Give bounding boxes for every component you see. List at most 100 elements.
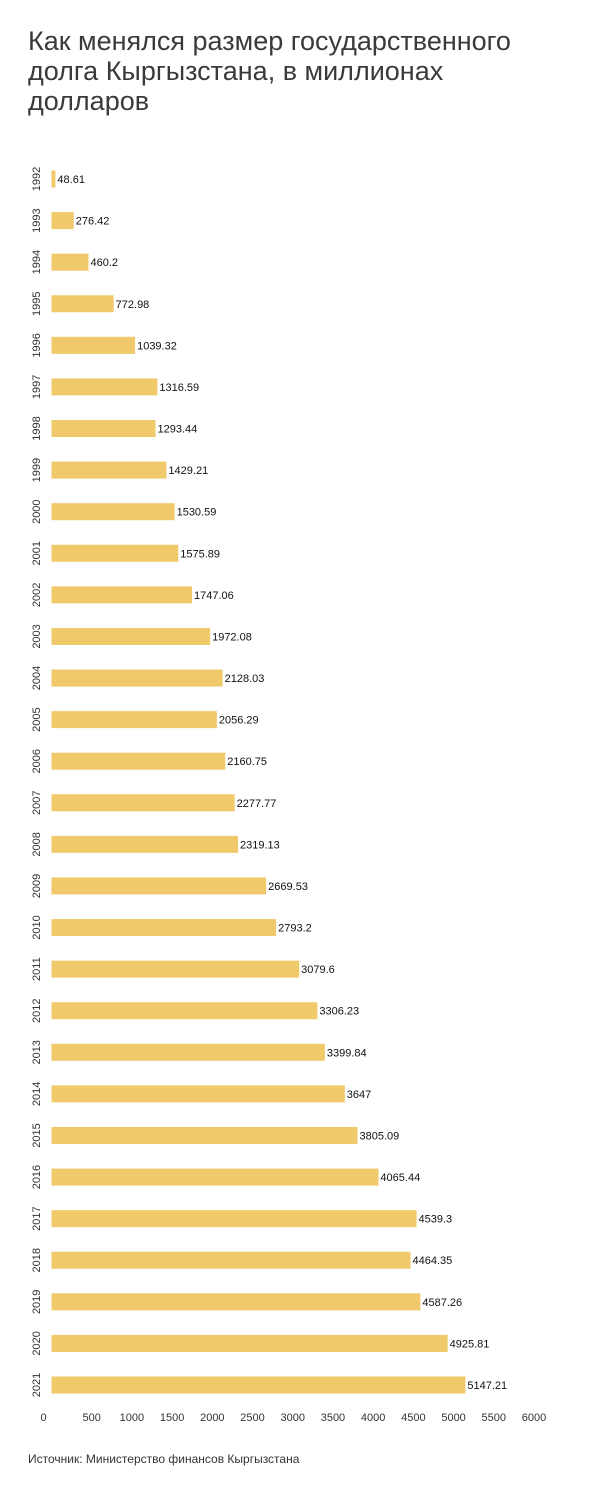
category-label-1994: 1994 [31,250,43,274]
category-label-2009: 2009 [31,874,43,898]
value-label-2002: 1747.06 [194,590,234,602]
category-label-1996: 1996 [31,333,43,357]
value-label-1998: 1293.44 [158,424,198,436]
bar-2010 [51,919,277,937]
value-label-2003: 1972.08 [212,631,252,643]
bar-2014 [51,1085,345,1103]
value-label-2014: 3647 [347,1089,371,1101]
value-labels-group: 48.61 276.42 460.2 772.98 1039.32 1316.59 1293… [57,174,507,1392]
x-axis-ticks-group: 0 500 1000 1500 2000 2500 3000 3500 4000 4500 5000… [40,1412,546,1424]
category-label-2012: 2012 [31,998,43,1022]
x-tick-label-5000: 5000 [441,1412,465,1424]
bar-1997 [51,378,158,396]
category-label-2008: 2008 [31,832,43,856]
value-label-2018: 4464.35 [413,1255,453,1267]
x-tick-label-5500: 5500 [482,1412,506,1424]
value-label-1996: 1039.32 [137,340,177,352]
category-label-1998: 1998 [31,416,43,440]
bar-2017 [51,1210,417,1228]
category-label-2007: 2007 [31,791,43,815]
value-label-2016: 4065.44 [380,1172,420,1184]
bar-2007 [51,794,235,812]
bar-2000 [51,503,175,521]
value-label-2015: 3805.09 [359,1130,399,1142]
category-label-2001: 2001 [31,541,43,565]
x-tick-label-1500: 1500 [160,1412,184,1424]
category-label-2019: 2019 [31,1290,43,1314]
bar-1996 [51,336,136,354]
category-label-2021: 2021 [31,1373,43,1397]
value-label-2019: 4587.26 [422,1297,462,1309]
category-label-1997: 1997 [31,375,43,399]
bar-2001 [51,544,179,562]
bar-2012 [51,1002,318,1020]
x-tick-label-0: 0 [40,1412,46,1424]
bar-1999 [51,461,167,479]
category-label-2018: 2018 [31,1248,43,1272]
bar-1993 [51,212,74,230]
value-label-2010: 2793.2 [278,923,312,935]
bar-2005 [51,711,217,729]
bar-2015 [51,1126,358,1144]
x-tick-label-3500: 3500 [321,1412,345,1424]
value-label-2012: 3306.23 [319,1006,359,1018]
category-label-1993: 1993 [31,208,43,232]
bar-2019 [51,1293,421,1311]
value-label-2007: 2277.77 [237,798,277,810]
category-label-2020: 2020 [31,1331,43,1355]
bar-2008 [51,835,238,853]
bar-2003 [51,627,211,645]
category-label-1999: 1999 [31,458,43,482]
bar-chart: 48.61 276.42 460.2 772.98 1039.32 1316.59 1293… [31,167,546,1424]
x-tick-label-1000: 1000 [120,1412,144,1424]
x-tick-label-3000: 3000 [281,1412,305,1424]
category-label-2013: 2013 [31,1040,43,1064]
x-tick-label-500: 500 [83,1412,101,1424]
value-label-1993: 276.42 [76,216,110,228]
bar-2021 [51,1376,466,1394]
category-label-2000: 2000 [31,499,43,523]
bars-group [51,170,466,1394]
value-label-2009: 2669.53 [268,881,308,893]
value-label-1994: 460.2 [91,257,119,269]
value-label-2004: 2128.03 [225,673,265,685]
x-tick-label-2000: 2000 [200,1412,224,1424]
value-label-2020: 4925.81 [450,1338,490,1350]
category-label-1995: 1995 [31,292,43,316]
category-label-2002: 2002 [31,583,43,607]
bar-2013 [51,1043,325,1061]
bar-1994 [51,253,89,271]
bar-2009 [51,877,267,895]
bar-1995 [51,295,114,313]
bar-1992 [51,170,56,188]
value-label-2005: 2056.29 [219,715,259,727]
chart-title: Как менялся размер государственного долг… [28,26,511,116]
value-label-2013: 3399.84 [327,1047,367,1059]
value-label-1999: 1429.21 [168,465,208,477]
bar-2002 [51,586,192,604]
value-label-2017: 4539.3 [419,1214,453,1226]
category-label-2004: 2004 [31,666,43,690]
x-tick-label-6000: 6000 [522,1412,546,1424]
category-label-2017: 2017 [31,1206,43,1230]
value-label-2008: 2319.13 [240,839,280,851]
source-note: Источник: Министерство финансов Кыргызст… [28,1452,300,1466]
category-label-2011: 2011 [31,957,43,981]
value-label-1997: 1316.59 [159,382,199,394]
value-label-2000: 1530.59 [177,507,217,519]
value-label-1995: 772.98 [116,299,150,311]
category-label-2016: 2016 [31,1165,43,1189]
bar-2020 [51,1334,448,1352]
x-tick-label-4000: 4000 [361,1412,385,1424]
bar-1998 [51,420,156,438]
category-labels-group: 1992 1993 1994 1995 1996 1997 1998 1999 2000 2001… [31,167,43,1397]
bar-2006 [51,752,226,770]
value-label-2021: 5147.21 [467,1380,507,1392]
category-label-2010: 2010 [31,915,43,939]
bar-2011 [51,960,300,978]
value-label-2006: 2160.75 [227,756,267,768]
x-tick-label-4500: 4500 [401,1412,425,1424]
bar-2016 [51,1168,379,1186]
value-label-1992: 48.61 [57,174,85,186]
category-label-2005: 2005 [31,707,43,731]
